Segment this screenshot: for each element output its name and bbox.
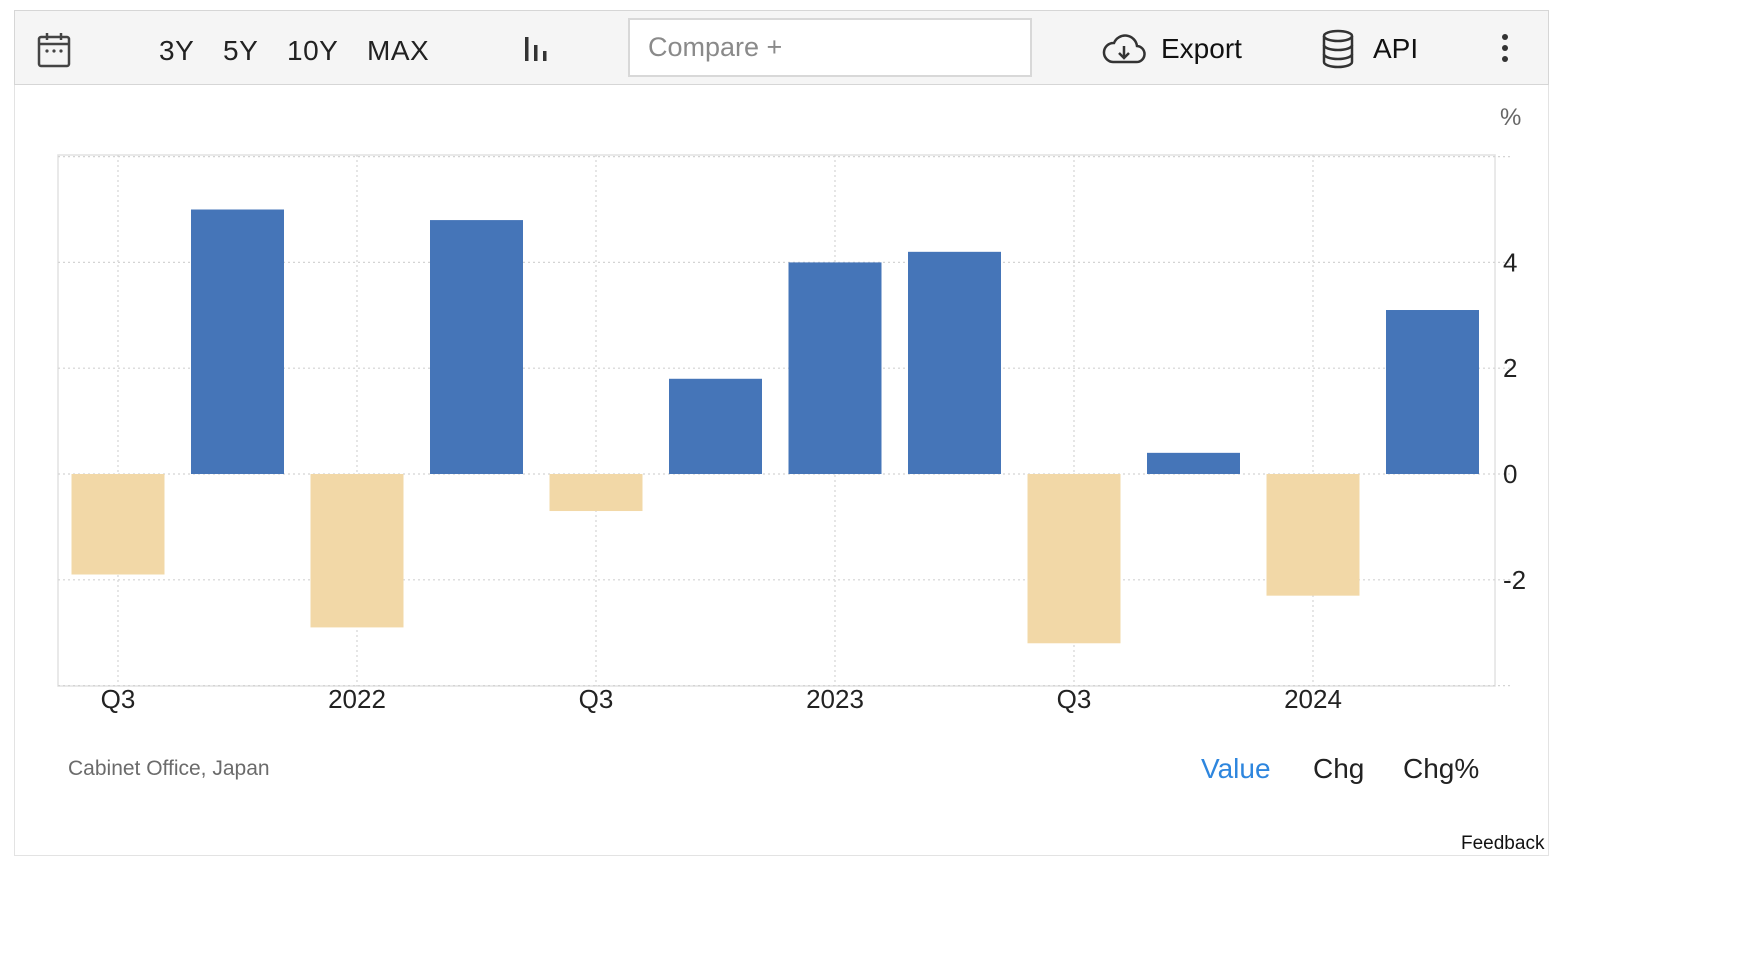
x-tick-label: 2024 — [1284, 684, 1342, 714]
range-max-button[interactable]: MAX — [367, 35, 430, 66]
api-label: API — [1373, 33, 1419, 64]
bar-q3-2021[interactable] — [71, 474, 165, 575]
y-tick-label: 4 — [1503, 247, 1517, 277]
x-tick-label: Q3 — [101, 684, 136, 714]
range-3y-button[interactable]: 3Y — [159, 35, 195, 66]
y-axis-unit: % — [1500, 104, 1522, 131]
y-tick-label: -2 — [1503, 565, 1526, 595]
cloud-download-icon — [1102, 34, 1146, 64]
database-icon — [1322, 29, 1354, 69]
mode-chg-tab[interactable]: Chg — [1313, 753, 1365, 784]
source-attribution: Cabinet Office, Japan — [68, 757, 270, 780]
range-10y-button[interactable]: 10Y — [287, 35, 339, 66]
feedback-link[interactable]: Feedback — [1461, 833, 1545, 854]
bar-q1-2023[interactable] — [788, 262, 882, 474]
bar-q2-2024[interactable] — [1386, 310, 1479, 474]
x-tick-label: 2023 — [806, 684, 864, 714]
bar-q2-2023[interactable] — [908, 251, 1001, 474]
api-button[interactable]: API — [1321, 29, 1418, 69]
mode-chg-pct-tab[interactable]: Chg% — [1403, 753, 1480, 784]
compare-input[interactable] — [628, 18, 1032, 77]
bar-q1-2022[interactable] — [310, 474, 404, 628]
export-button[interactable]: Export — [1101, 31, 1242, 67]
y-tick-label: 2 — [1503, 353, 1517, 383]
calendar-icon[interactable] — [37, 31, 71, 69]
mode-value-tab[interactable]: Value — [1201, 753, 1271, 784]
export-label: Export — [1161, 33, 1242, 64]
bar-q4-2023[interactable] — [1147, 452, 1240, 474]
vertical-ellipsis-icon[interactable] — [1501, 33, 1509, 63]
y-tick-label: 0 — [1503, 459, 1517, 489]
bar-q3-2023[interactable] — [1027, 474, 1121, 644]
bar-q4-2022[interactable] — [669, 378, 762, 474]
plot-area — [57, 154, 1496, 687]
bar-q1-2024[interactable] — [1266, 474, 1360, 596]
x-tick-label: Q3 — [1057, 684, 1092, 714]
range-5y-button[interactable]: 5Y — [223, 35, 259, 66]
x-tick-label: Q3 — [579, 684, 614, 714]
bar-chart-icon[interactable] — [523, 33, 551, 63]
bar-q3-2022[interactable] — [549, 474, 643, 512]
bar-q4-2021[interactable] — [191, 209, 284, 475]
bar-q2-2022[interactable] — [430, 220, 523, 474]
x-tick-label: 2022 — [328, 684, 386, 714]
